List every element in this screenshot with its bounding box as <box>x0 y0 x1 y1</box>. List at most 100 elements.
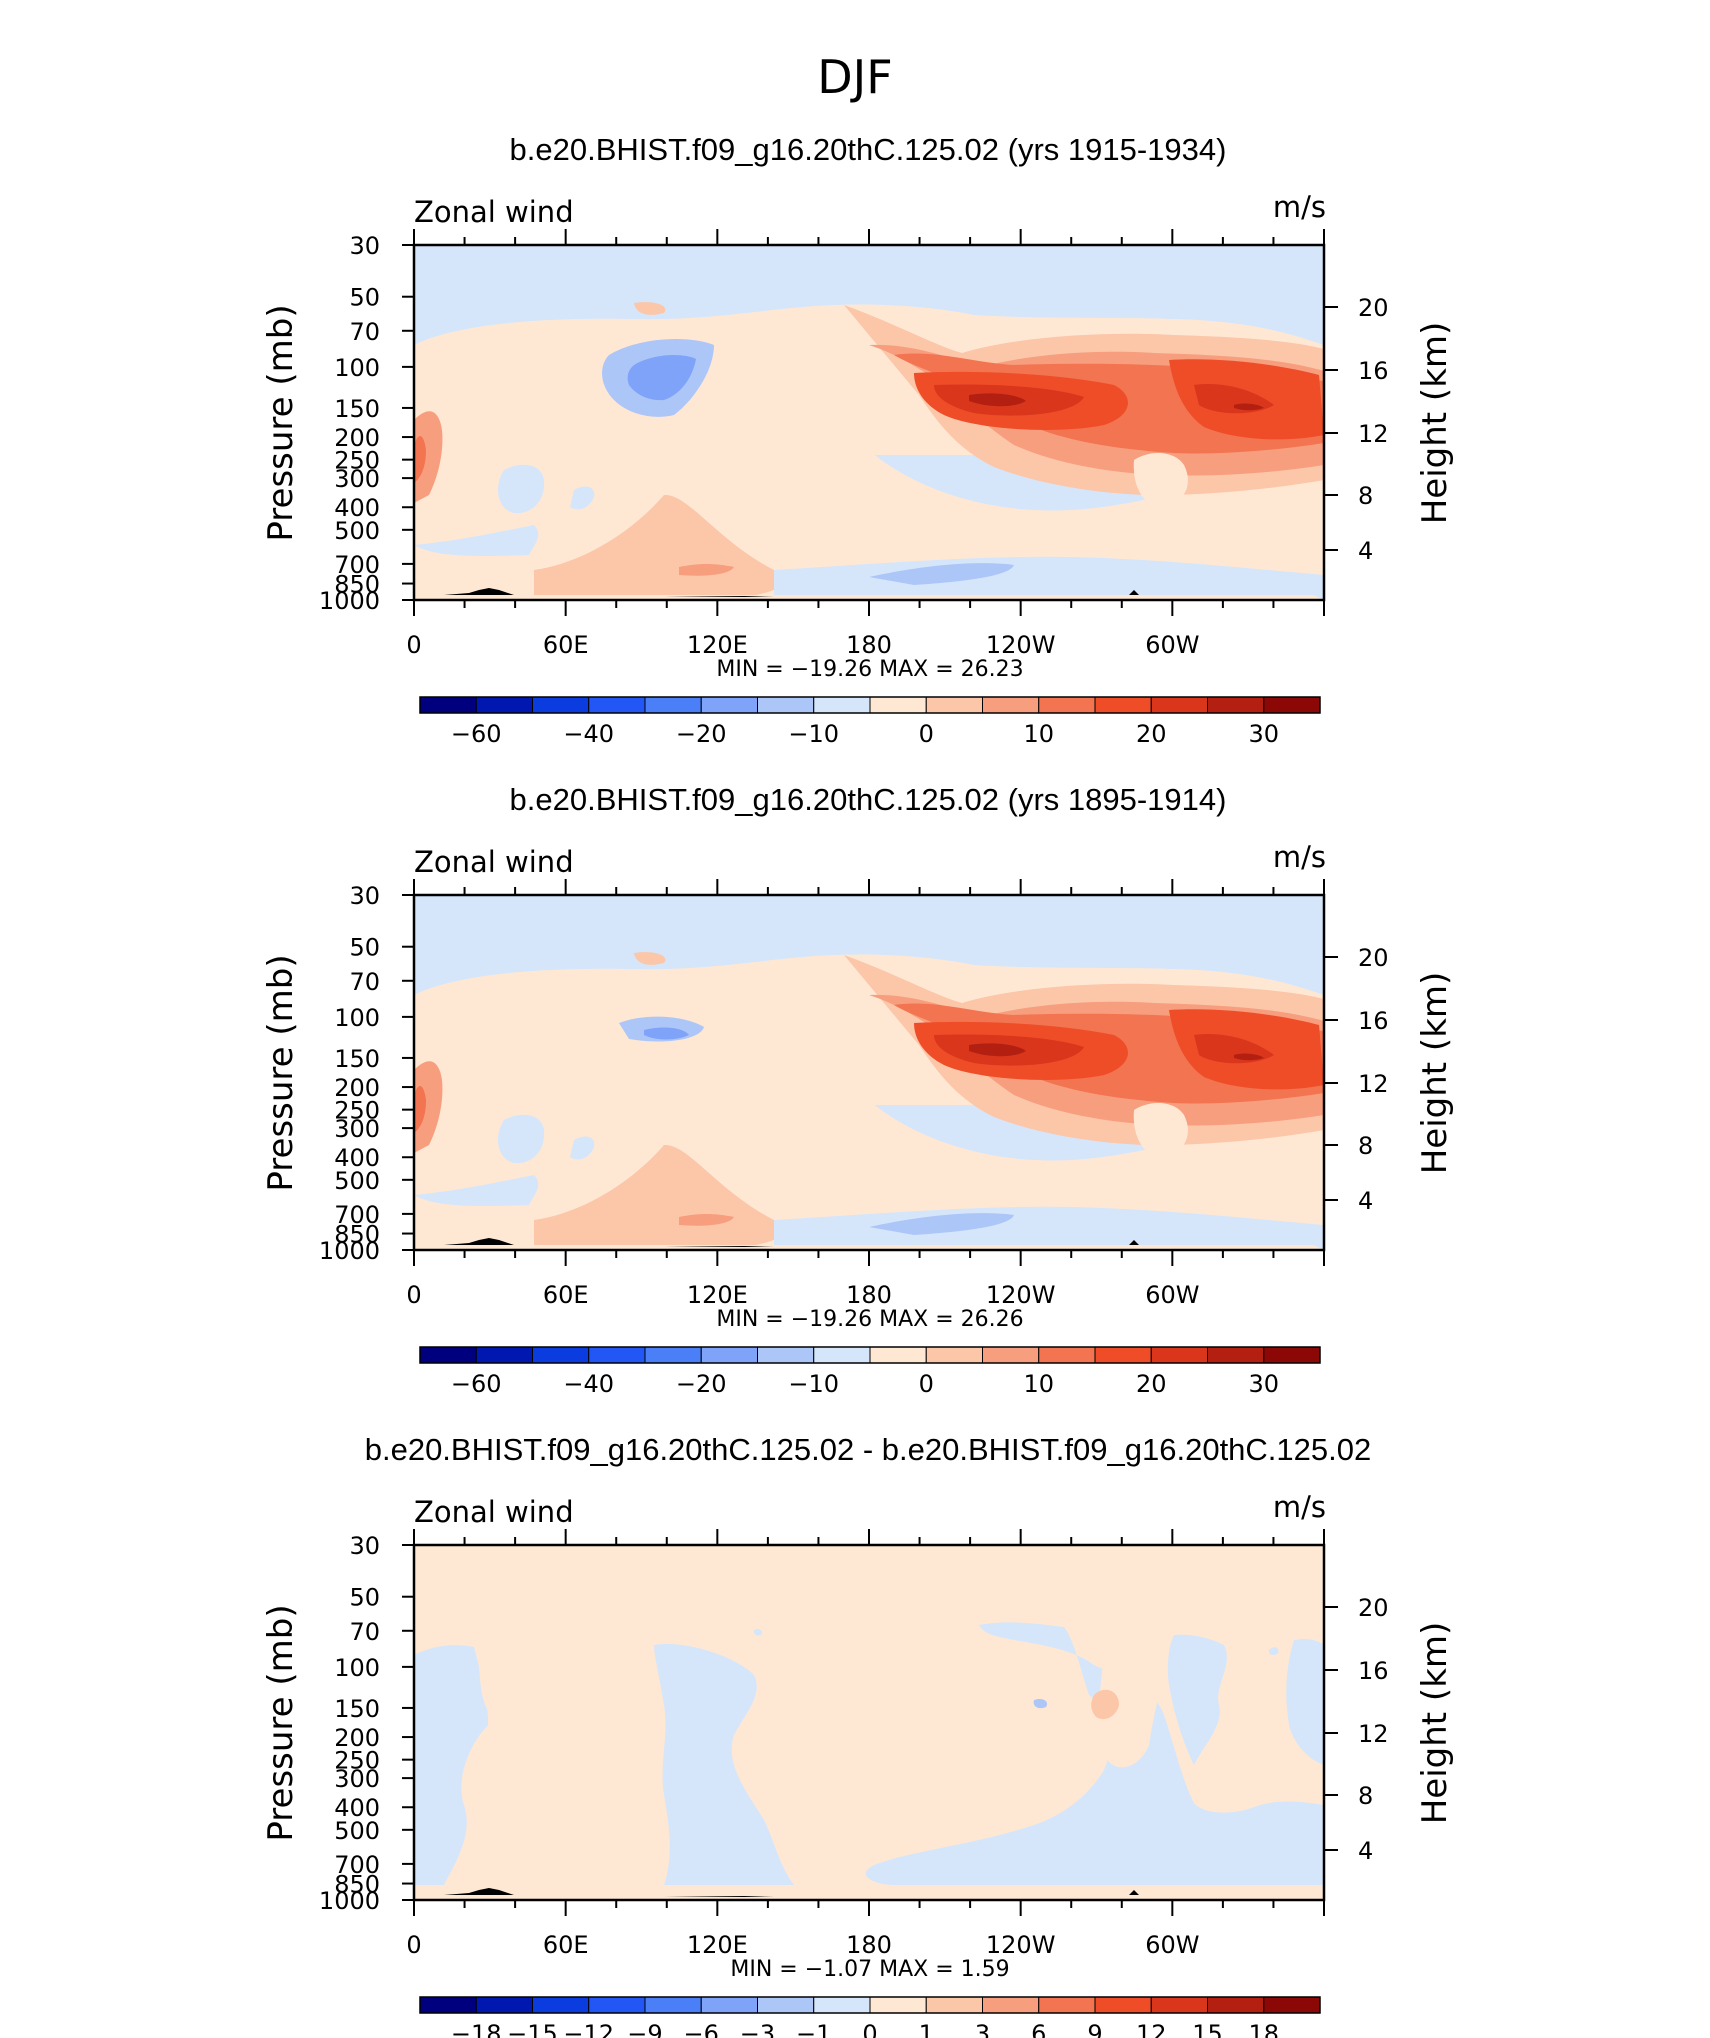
y-tick-label: 1000 <box>319 1237 380 1265</box>
y2-tick-label: 12 <box>1358 1720 1389 1748</box>
colorbar-label: 12 <box>1136 2020 1167 2038</box>
colorbar-label: 18 <box>1248 2020 1279 2038</box>
x-tick-label: 180 <box>846 1931 892 1959</box>
min-max-stats: MIN = −1.07 MAX = 1.59 <box>730 1957 1009 1982</box>
y-tick-label: 250 <box>334 447 380 475</box>
y-tick-label: 250 <box>334 1097 380 1125</box>
colorbar-box <box>700 1996 758 2014</box>
colorbar-box <box>757 1996 815 2014</box>
colorbar-box <box>644 1996 702 2014</box>
y-tick-label: 200 <box>334 1724 380 1752</box>
y-tick-label: 150 <box>334 395 380 423</box>
y-tick-label: 70 <box>349 318 380 346</box>
x-tick-label: 0 <box>406 1931 421 1959</box>
colorbar-label: −9 <box>627 2020 662 2038</box>
colorbar-label: −40 <box>563 1370 614 1398</box>
filled-contours <box>414 1545 1324 1900</box>
colorbar-box <box>925 1996 983 2014</box>
y2-axis-label: Height (km) <box>1415 1622 1455 1825</box>
filled-contours <box>414 895 1324 1250</box>
y2-tick-label: 8 <box>1358 482 1373 510</box>
colorbar-box <box>1263 1346 1321 1364</box>
y2-tick-label: 12 <box>1358 420 1389 448</box>
colorbar-box <box>532 1346 590 1364</box>
y2-tick-label: 20 <box>1358 294 1389 322</box>
contour-field <box>412 893 1326 1252</box>
x-tick-label: 60W <box>1145 1931 1199 1959</box>
x-tick-label: 0 <box>406 1281 421 1309</box>
colorbar-box <box>982 1996 1040 2014</box>
y-tick-label: 100 <box>334 1654 380 1682</box>
colorbar-box <box>644 1346 702 1364</box>
colorbar-box <box>1207 696 1265 714</box>
y-tick-label: 850 <box>334 1221 380 1249</box>
colorbar-box <box>700 696 758 714</box>
colorbar-box <box>1038 696 1096 714</box>
colorbar-box <box>1150 1996 1208 2014</box>
y-tick-label: 850 <box>334 571 380 599</box>
colorbar-box <box>588 1996 646 2014</box>
colorbar-box <box>1150 696 1208 714</box>
colorbar-label: −10 <box>788 1370 839 1398</box>
y2-tick-label: 20 <box>1358 944 1389 972</box>
y-tick-label: 500 <box>334 1167 380 1195</box>
colorbar-box <box>1094 1346 1152 1364</box>
y-axis-label: Pressure (mb) <box>261 954 301 1191</box>
colorbar-frame <box>419 1996 1321 2014</box>
colorbar-box <box>869 1346 927 1364</box>
y-tick-label: 50 <box>349 1584 380 1612</box>
y-tick-label: 400 <box>334 494 380 522</box>
panel-title: b.e20.BHIST.f09_g16.20thC.125.02 (yrs 18… <box>510 782 1227 817</box>
colorbar-box <box>532 696 590 714</box>
colorbar-box <box>813 696 871 714</box>
y-tick-label: 70 <box>349 968 380 996</box>
y-tick-label: 100 <box>334 354 380 382</box>
colorbar-label: −60 <box>451 720 502 748</box>
colorbar-box <box>419 1996 477 2014</box>
x-tick-label: 120W <box>986 1281 1056 1309</box>
y-tick-label: 300 <box>334 465 380 493</box>
colorbar-box <box>475 1346 533 1364</box>
y-tick-label: 300 <box>334 1115 380 1143</box>
colorbar-label: −60 <box>451 1370 502 1398</box>
x-tick-label: 60W <box>1145 631 1199 659</box>
colorbar-box <box>1038 1996 1096 2014</box>
colorbar-label: 9 <box>1087 2020 1102 2038</box>
units-label: m/s <box>1273 190 1326 224</box>
y2-tick-label: 12 <box>1358 1070 1389 1098</box>
y2-tick-label: 4 <box>1358 1187 1373 1215</box>
colorbar-box <box>419 696 477 714</box>
x-tick-label: 60E <box>543 1931 589 1959</box>
x-tick-label: 180 <box>846 631 892 659</box>
colorbar-box <box>982 1346 1040 1364</box>
colorbar-box <box>475 1996 533 2014</box>
y2-axis-label: Height (km) <box>1415 972 1455 1175</box>
y-tick-label: 50 <box>349 934 380 962</box>
colorbar-label: 20 <box>1136 720 1167 748</box>
x-tick-label: 60E <box>543 1281 589 1309</box>
y-tick-label: 250 <box>334 1747 380 1775</box>
y-tick-label: 400 <box>334 1144 380 1172</box>
panel-2: b.e20.BHIST.f09_g16.20thC.125.02 (yrs 18… <box>261 782 1455 1398</box>
units-label: m/s <box>1273 840 1326 874</box>
colorbar-label: 0 <box>919 1370 934 1398</box>
colorbar-box <box>925 1346 983 1364</box>
x-tick-label: 120W <box>986 1931 1056 1959</box>
panel-3: b.e20.BHIST.f09_g16.20thC.125.02 - b.e20… <box>261 1432 1455 2038</box>
y2-tick-label: 16 <box>1358 1657 1389 1685</box>
x-tick-label: 0 <box>406 631 421 659</box>
units-label: m/s <box>1273 1490 1326 1524</box>
y2-tick-label: 8 <box>1358 1782 1373 1810</box>
y2-tick-label: 4 <box>1358 1837 1373 1865</box>
figure-title: DJF <box>817 50 892 104</box>
colorbar-label: 30 <box>1248 1370 1279 1398</box>
y-tick-label: 500 <box>334 517 380 545</box>
colorbar-label: 10 <box>1023 1370 1054 1398</box>
colorbar-box <box>757 1346 815 1364</box>
y2-tick-label: 16 <box>1358 357 1389 385</box>
y-tick-label: 150 <box>334 1695 380 1723</box>
x-tick-label: 120W <box>986 631 1056 659</box>
panel-1: b.e20.BHIST.f09_g16.20thC.125.02 (yrs 19… <box>261 132 1455 748</box>
y-tick-label: 1000 <box>319 587 380 615</box>
colorbar-label: −40 <box>563 720 614 748</box>
